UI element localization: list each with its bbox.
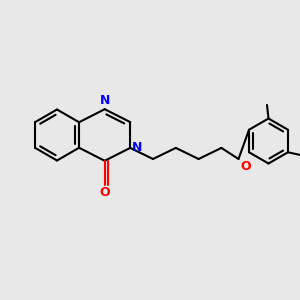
Text: N: N: [100, 94, 110, 107]
Text: N: N: [132, 141, 142, 154]
Text: O: O: [240, 160, 250, 173]
Text: O: O: [99, 186, 110, 199]
